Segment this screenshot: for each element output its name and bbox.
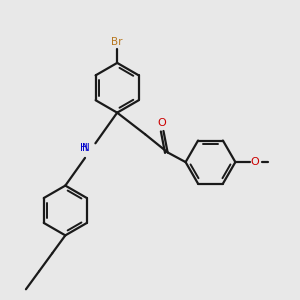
Text: Br: Br bbox=[111, 37, 123, 47]
Text: H: H bbox=[80, 143, 88, 153]
Text: O: O bbox=[250, 157, 259, 167]
Text: O: O bbox=[158, 118, 166, 128]
Text: N: N bbox=[82, 143, 89, 153]
